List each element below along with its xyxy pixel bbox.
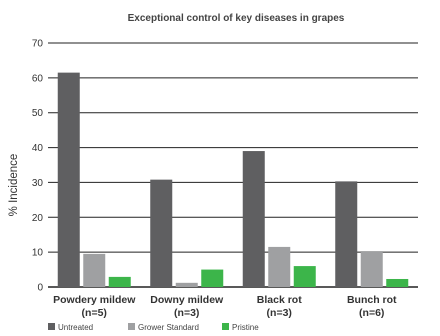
category-label: Powdery mildew [53,294,136,306]
legend-swatch [48,323,55,330]
y-tick-label: 50 [32,108,44,119]
bars [57,72,409,287]
y-tick-label: 30 [32,178,44,189]
legend-item: Grower Standard [128,323,199,332]
bar-untreated [57,72,80,287]
bar-pristine [201,269,224,287]
legend: Untreated Grower Standard Pristine [48,323,259,332]
category-label: Bunch rot [347,294,397,306]
legend-label: Pristine [232,323,259,332]
category-label: Downy mildew [150,294,224,306]
bar-untreated [150,179,173,287]
category-sample-size: (n=6) [359,307,384,319]
legend-swatch [128,323,135,330]
category-sample-size: (n=5) [82,307,107,319]
gridlines [48,42,418,288]
legend-item: Untreated [48,323,93,332]
category-sample-size: (n=3) [174,307,199,319]
bar-untreated [335,181,358,287]
y-tick-label: 20 [32,213,44,224]
category-sample-size: (n=3) [267,307,292,319]
bar-pristine [386,278,409,287]
category-label: Black rot [257,294,302,306]
y-tick-label: 40 [32,143,44,154]
bar-grower-standard [360,251,383,287]
bar-grower-standard [83,253,106,287]
y-axis-ticks: 0 10 20 30 40 50 60 70 [32,39,44,294]
legend-swatch [222,323,229,330]
bar-grower-standard [175,282,198,287]
bar-grower-standard [268,246,291,287]
y-tick-label: 0 [37,283,43,294]
y-axis-label: % Incidence [8,154,20,217]
legend-item: Pristine [222,323,259,332]
y-tick-label: 60 [32,73,44,84]
x-axis-categories: Powdery mildew(n=5)Downy mildew(n=3)Blac… [53,294,397,319]
bar-pristine [293,266,316,287]
legend-label: Untreated [58,323,93,332]
legend-label: Grower Standard [138,323,199,332]
bar-untreated [242,151,265,287]
y-tick-label: 70 [32,39,44,50]
y-tick-label: 10 [32,248,44,259]
bar-pristine [108,276,131,287]
chart-title: Exceptional control of key diseases in g… [128,13,345,24]
